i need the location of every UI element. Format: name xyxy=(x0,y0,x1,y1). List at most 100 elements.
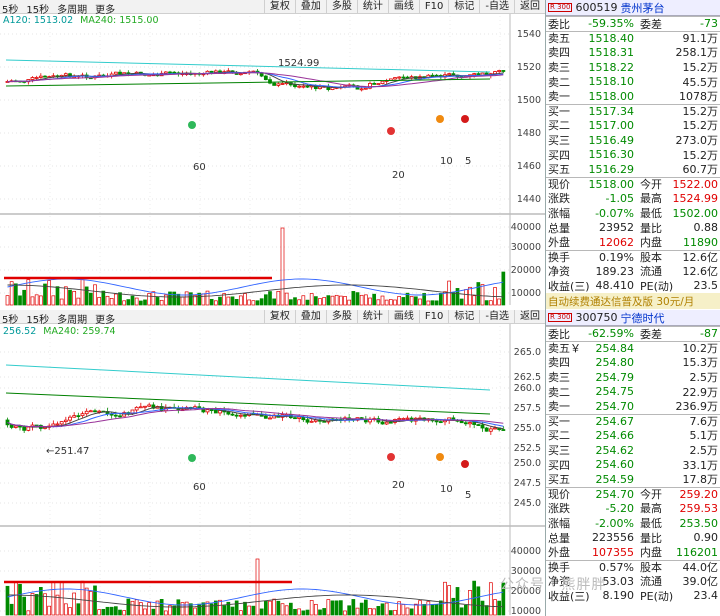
period-tab[interactable]: 15秒 xyxy=(26,5,50,16)
candle xyxy=(134,406,139,411)
toolbar-button[interactable]: 统计 xyxy=(356,310,388,323)
volume-bar xyxy=(459,607,464,616)
toolbar-button[interactable]: 标记 xyxy=(448,310,479,323)
period-tab[interactable]: 多周期 xyxy=(57,5,88,16)
row-label: 总量 xyxy=(548,531,570,545)
candle xyxy=(72,415,77,418)
row-label: 现价 xyxy=(548,178,570,192)
toolbar-button[interactable]: F10 xyxy=(418,0,448,13)
volume-bar xyxy=(222,293,227,306)
row-qty: 11890 xyxy=(683,235,718,249)
toolbar-button[interactable]: -自选 xyxy=(479,310,514,323)
volume-bar xyxy=(384,602,389,616)
volume-bar xyxy=(47,605,52,616)
volume-bar xyxy=(272,598,277,616)
stat-row: 涨幅 -0.07% 最低 1502.00 xyxy=(546,206,720,221)
period-tab[interactable]: 5秒 xyxy=(2,315,19,326)
volume-bar xyxy=(143,608,147,616)
volume-bar xyxy=(463,604,468,616)
volume-bar xyxy=(468,286,472,306)
row-value: 1517.34 xyxy=(588,104,635,118)
candle xyxy=(226,411,231,415)
signal-marker xyxy=(461,115,469,123)
volume-bar xyxy=(430,604,435,616)
kline-chart-top[interactable]: 1540 1520 1500 1480 1460 1440 40000 30000 20000 1… xyxy=(0,0,545,308)
volume-bar xyxy=(155,297,160,306)
candle xyxy=(280,83,285,85)
toolbar-button[interactable]: 多股 xyxy=(325,310,357,323)
candle xyxy=(376,83,381,86)
chart-panel-bottom[interactable]: 5秒 15秒 多周期 更多 复权 叠加 多股 统计 画线 F10 标记 -自选 返回 256.52 M… xyxy=(0,310,545,616)
candle xyxy=(168,71,172,74)
row-label: 涨跌 xyxy=(548,192,570,206)
toolbar-buttons: 复权 叠加 多股 统计 画线 F10 标记 -自选 返回 xyxy=(263,310,545,323)
stock-name[interactable]: 贵州茅台 xyxy=(620,1,665,15)
volume-bar xyxy=(205,290,210,306)
toolbar-button[interactable]: -自选 xyxy=(479,0,514,13)
volume-bar xyxy=(380,603,385,616)
row-value: 254.79 xyxy=(595,370,635,384)
candle xyxy=(213,409,218,414)
period-tab[interactable]: 多周期 xyxy=(57,315,88,326)
volume-bar xyxy=(209,603,214,616)
period-tab[interactable]: 15秒 xyxy=(26,315,50,326)
volume-bar xyxy=(288,602,293,616)
volume-bar xyxy=(13,581,18,616)
toolbar-button[interactable]: F10 xyxy=(418,310,448,323)
volume-bar xyxy=(172,291,177,306)
row-label: 最高 xyxy=(640,502,662,516)
volume-bar xyxy=(76,297,81,306)
volume-bar xyxy=(80,580,85,616)
toolbar-button[interactable]: 返回 xyxy=(514,0,545,13)
row-value: 1518.31 xyxy=(588,45,635,59)
candle xyxy=(397,418,402,420)
period-tabs: 5秒 15秒 多周期 更多 xyxy=(2,311,115,326)
row-value: 1518.00 xyxy=(588,177,635,191)
row-qty: -87 xyxy=(700,327,718,341)
row-label: 现价 xyxy=(548,488,570,502)
candle xyxy=(488,428,493,432)
volume-bar xyxy=(18,583,22,616)
toolbar-button[interactable]: 返回 xyxy=(514,310,545,323)
toolbar-button[interactable]: 画线 xyxy=(387,310,419,323)
toolbar-button[interactable]: 复权 xyxy=(263,0,295,13)
row-value: 254.70 xyxy=(595,487,635,501)
chart-panel-top[interactable]: 5秒 15秒 多周期 更多 复权 叠加 多股 统计 画线 F10 标记 -自选 返回 A120: 15… xyxy=(0,0,545,308)
candle xyxy=(18,425,22,428)
row-label: 量比 xyxy=(640,531,662,545)
toolbar-button[interactable]: 复权 xyxy=(263,310,295,323)
candle xyxy=(363,87,368,90)
candle xyxy=(263,75,268,81)
candle xyxy=(297,416,302,419)
row-label: 净资 xyxy=(548,575,570,589)
toolbar-button[interactable]: 画线 xyxy=(387,0,419,13)
row-label: 今开 xyxy=(640,178,662,192)
volume-axis-label: 40000 xyxy=(511,546,541,557)
row-label: PE(动) xyxy=(640,589,674,603)
candle xyxy=(305,85,310,88)
period-tab[interactable]: 5秒 xyxy=(2,5,19,16)
volume-bar xyxy=(122,610,127,616)
toolbar-button[interactable]: 统计 xyxy=(356,0,388,13)
signal-marker xyxy=(461,460,469,468)
candle xyxy=(501,70,506,72)
toolbar-button[interactable]: 叠加 xyxy=(294,310,326,323)
period-tab[interactable]: 更多 xyxy=(95,315,116,326)
stock-name[interactable]: 宁德时代 xyxy=(620,311,665,325)
volume-bar xyxy=(309,600,314,616)
volume-ma-line xyxy=(7,278,504,296)
toolbar-button[interactable]: 叠加 xyxy=(294,0,326,13)
candle xyxy=(118,415,122,418)
promo-banner[interactable]: 自动续费通达信普及版 30元/月 xyxy=(546,293,720,310)
row-value: 189.23 xyxy=(595,264,635,278)
ma240-line xyxy=(5,78,491,87)
toolbar-button[interactable]: 标记 xyxy=(448,0,479,13)
toolbar-button[interactable]: 多股 xyxy=(325,0,357,13)
row-qty: -73 xyxy=(700,17,718,31)
row-qty: 15.2万 xyxy=(682,148,719,162)
row-value: 1516.29 xyxy=(588,162,635,176)
period-tab[interactable]: 更多 xyxy=(95,5,116,16)
volume-bar xyxy=(330,295,335,306)
volume-bar xyxy=(147,602,152,616)
